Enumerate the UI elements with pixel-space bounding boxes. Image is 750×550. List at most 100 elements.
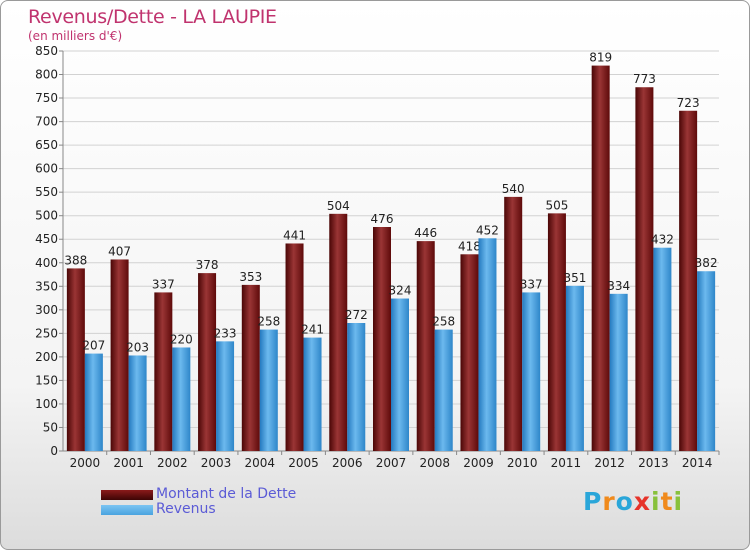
x-tick-label: 2000 — [70, 456, 101, 470]
bar-dette — [154, 292, 173, 451]
y-tick-label: 700 — [35, 115, 58, 129]
data-label: 337 — [520, 277, 543, 291]
chart-subtitle: (en milliers d'€) — [28, 29, 123, 43]
x-tick-label: 2014 — [682, 456, 713, 470]
y-tick-label: 0 — [50, 444, 58, 458]
data-label: 388 — [64, 253, 87, 267]
data-label: 353 — [239, 270, 262, 284]
data-label: 441 — [283, 228, 306, 242]
bar-dette — [416, 241, 435, 451]
y-tick-label: 450 — [35, 232, 58, 246]
logo-letter: i — [651, 487, 661, 516]
bar-dette — [635, 87, 654, 451]
x-tick-label: 2009 — [463, 456, 494, 470]
bar-dette — [679, 110, 698, 451]
y-tick-label: 300 — [35, 303, 58, 317]
bar-revenus — [128, 355, 147, 451]
data-label: 540 — [502, 182, 525, 196]
y-tick-label: 50 — [43, 420, 58, 434]
data-label: 203 — [126, 340, 149, 354]
y-tick-label: 200 — [35, 350, 58, 364]
y-tick-label: 250 — [35, 326, 58, 340]
bar-dette — [373, 227, 391, 451]
data-label: 334 — [607, 279, 630, 293]
bar-revenus — [478, 238, 497, 451]
y-tick-label: 550 — [35, 185, 58, 199]
data-label: 819 — [589, 51, 612, 65]
bar-revenus — [259, 329, 278, 451]
data-label: 241 — [301, 323, 324, 337]
x-tick-label: 2006 — [332, 456, 363, 470]
x-tick-label: 2003 — [201, 456, 232, 470]
bar-dette — [504, 196, 523, 451]
x-tick-label: 2007 — [376, 456, 407, 470]
bar-revenus — [565, 285, 584, 451]
data-label: 432 — [651, 233, 674, 247]
y-tick-label: 750 — [35, 91, 58, 105]
logo-letter: P — [583, 487, 603, 516]
x-tick-label: 2013 — [638, 456, 669, 470]
bar-revenus — [84, 353, 103, 451]
bar-revenus — [522, 292, 541, 451]
bar-dette — [198, 273, 217, 451]
data-label: 258 — [257, 315, 280, 329]
data-label: 407 — [108, 244, 131, 258]
data-label: 504 — [327, 199, 350, 213]
x-tick-label: 2011 — [551, 456, 582, 470]
bar-revenus — [172, 347, 191, 451]
legend-label-dette: Montant de la Dette — [156, 486, 297, 502]
bar-dette — [110, 259, 129, 451]
bar-dette — [285, 243, 304, 451]
data-label: 351 — [563, 271, 586, 285]
bar-revenus — [609, 293, 628, 451]
legend-label-revenus: Revenus — [156, 501, 216, 517]
data-label: 233 — [214, 326, 237, 340]
data-label: 337 — [152, 277, 175, 291]
y-tick-label: 850 — [35, 44, 58, 58]
legend-swatch-revenus — [101, 505, 153, 515]
data-label: 272 — [345, 308, 368, 322]
data-label: 207 — [82, 339, 105, 353]
bar-revenus — [391, 298, 409, 451]
y-tick-label: 100 — [35, 397, 58, 411]
x-tick-label: 2001 — [113, 456, 144, 470]
x-tick-label: 2005 — [288, 456, 319, 470]
data-label: 723 — [677, 96, 700, 110]
bar-revenus — [697, 271, 716, 451]
y-tick-label: 800 — [35, 68, 58, 82]
logo-letter: o — [615, 487, 634, 516]
chart-title: Revenus/Dette - LA LAUPIE — [28, 6, 277, 28]
bar-revenus — [303, 337, 322, 451]
x-tick-label: 2002 — [157, 456, 188, 470]
data-label: 452 — [476, 223, 499, 237]
data-label: 418 — [458, 239, 481, 253]
logo-letter: t — [660, 487, 674, 516]
bar-revenus — [216, 341, 235, 451]
data-label: 258 — [432, 315, 455, 329]
data-label: 220 — [170, 332, 193, 346]
bar-dette — [66, 268, 85, 451]
data-label: 382 — [695, 256, 718, 270]
x-tick-label: 2004 — [245, 456, 276, 470]
data-label: 324 — [389, 284, 412, 298]
logo-letter: r — [602, 487, 616, 516]
bar-dette — [547, 213, 566, 451]
x-tick-label: 2008 — [419, 456, 450, 470]
y-tick-label: 650 — [35, 138, 58, 152]
bar-dette — [591, 65, 610, 452]
data-label: 505 — [545, 198, 568, 212]
bar-revenus — [434, 329, 453, 451]
data-label: 476 — [371, 212, 394, 226]
y-tick-label: 150 — [35, 373, 58, 387]
data-label: 773 — [633, 72, 656, 86]
x-tick-label: 2012 — [594, 456, 625, 470]
bar-dette — [241, 284, 260, 451]
y-tick-label: 500 — [35, 209, 58, 223]
logo-letter: i — [673, 487, 684, 516]
bar-dette — [460, 254, 479, 451]
proxiti-logo[interactable]: Proxiti — [583, 487, 683, 516]
bar-revenus — [653, 247, 672, 451]
x-tick-label: 2010 — [507, 456, 538, 470]
